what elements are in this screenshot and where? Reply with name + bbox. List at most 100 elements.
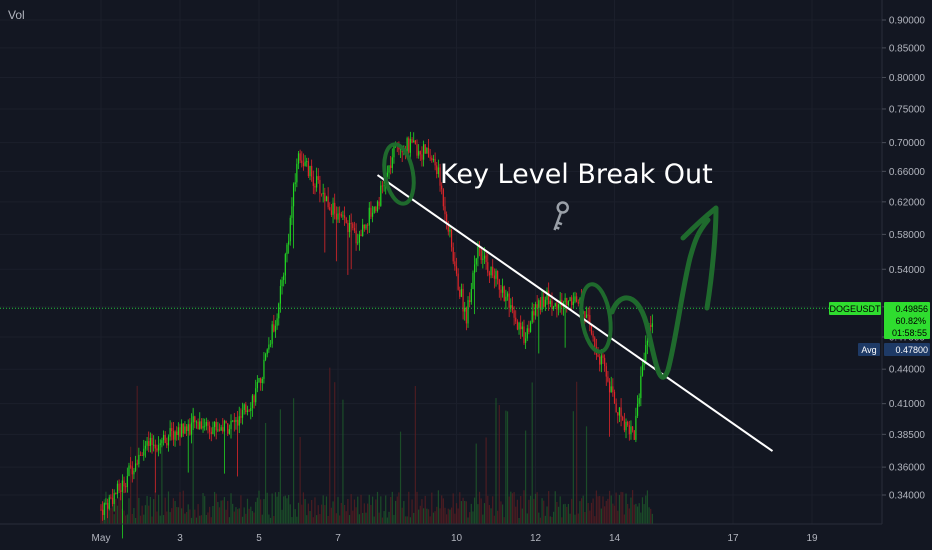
candle-body: [383, 185, 385, 187]
y-tick-label: 0.90000: [889, 16, 926, 27]
volume-bar: [627, 503, 629, 524]
volume-bar: [291, 517, 293, 524]
candle-body: [130, 465, 132, 467]
volume-bar: [113, 514, 115, 524]
candle-body: [309, 165, 311, 177]
candle-body: [531, 311, 533, 323]
volume-bar: [110, 508, 112, 524]
candle-body: [416, 144, 418, 156]
volume-bar: [584, 511, 586, 524]
volume-bar: [521, 508, 523, 524]
candle-body: [551, 300, 553, 310]
candle-body: [355, 230, 357, 244]
candle-body: [483, 255, 486, 259]
candle-body: [141, 455, 143, 456]
volume-bar: [334, 382, 336, 524]
candle-body: [223, 420, 226, 432]
volume-bar: [176, 507, 178, 524]
candle-body: [442, 189, 444, 207]
volume-bar: [470, 503, 472, 524]
volume-bar: [161, 443, 163, 524]
volume-bar: [307, 503, 309, 524]
volume-bar: [192, 407, 194, 524]
candle-body: [528, 328, 530, 332]
volume-bar: [209, 506, 211, 524]
volume-bar: [136, 385, 138, 524]
volume-bar: [464, 500, 466, 524]
volume-bar: [493, 515, 495, 524]
volume-bar: [256, 497, 258, 524]
volume-bar: [159, 515, 161, 524]
y-tick-label: 0.38500: [889, 430, 926, 441]
volume-bar: [396, 496, 398, 524]
volume-bar: [439, 508, 441, 524]
volume-bar: [390, 497, 392, 524]
candle-body: [162, 434, 165, 441]
volume-bar: [599, 496, 601, 524]
volume-bar: [605, 500, 607, 524]
volume-bar: [235, 507, 237, 524]
candle-body: [584, 311, 586, 318]
candle-body: [134, 463, 137, 471]
volume-bar: [292, 398, 295, 524]
candle-body: [269, 343, 272, 345]
candle-body: [495, 270, 497, 279]
candle-body: [380, 185, 382, 206]
volume-bar: [248, 508, 250, 524]
volume-bar: [429, 516, 431, 524]
volume-bar: [393, 514, 395, 524]
candle-body: [587, 314, 589, 316]
candle-body: [209, 425, 211, 432]
volume-bar: [472, 511, 474, 524]
candle-body: [156, 448, 158, 451]
y-tick-label: 0.85000: [889, 43, 926, 54]
candle-body: [138, 454, 140, 465]
volume-bar: [378, 512, 380, 524]
candle-body: [378, 201, 380, 206]
candle-body: [538, 300, 540, 308]
candle-body: [149, 437, 151, 446]
volume-bar: [477, 504, 479, 524]
x-tick-label: May: [92, 533, 111, 544]
volume-bar: [371, 496, 374, 524]
candle-body: [613, 391, 616, 404]
volume-bar: [289, 504, 291, 524]
candle-body: [118, 483, 120, 491]
candle-body: [388, 165, 390, 173]
candle-body: [529, 322, 532, 332]
volume-bar: [352, 510, 354, 524]
volume-bar: [151, 516, 153, 524]
annotation-arrow: [609, 205, 719, 380]
candle-body: [337, 213, 339, 220]
candle-body: [497, 270, 499, 280]
candle-body: [205, 421, 207, 426]
candle-body: [111, 497, 114, 505]
time-axis[interactable]: May 3 5 7 10 12 14 17 19: [0, 523, 882, 544]
volume-bar: [182, 490, 184, 524]
candle-body: [459, 289, 461, 297]
volume-bar: [541, 498, 543, 524]
candle-body: [185, 426, 188, 431]
volume-indicator-label[interactable]: Vol: [8, 8, 25, 22]
candle-body: [460, 288, 463, 297]
last-price-text: 0.49856: [895, 304, 928, 314]
trendline[interactable]: [376, 174, 774, 452]
volume-bar: [185, 511, 188, 524]
candle-body: [441, 185, 443, 190]
price-axis[interactable]: 0.90000 0.85000 0.80000 0.75000 0.70000 0.660…: [881, 0, 926, 524]
candle-body: [408, 138, 410, 153]
volume-bar: [483, 503, 486, 524]
volume-bar: [513, 492, 515, 524]
volume-bar: [375, 499, 377, 524]
candle-body: [536, 304, 538, 308]
volume-bar: [630, 497, 632, 524]
candle-body: [546, 290, 548, 300]
volume-bar: [531, 382, 533, 524]
candle-body: [125, 486, 127, 488]
x-tick-label: 17: [727, 533, 739, 544]
volume-bar: [421, 499, 423, 524]
candle-body: [131, 466, 133, 475]
volume-bar: [283, 496, 285, 524]
candle-body: [106, 503, 109, 509]
